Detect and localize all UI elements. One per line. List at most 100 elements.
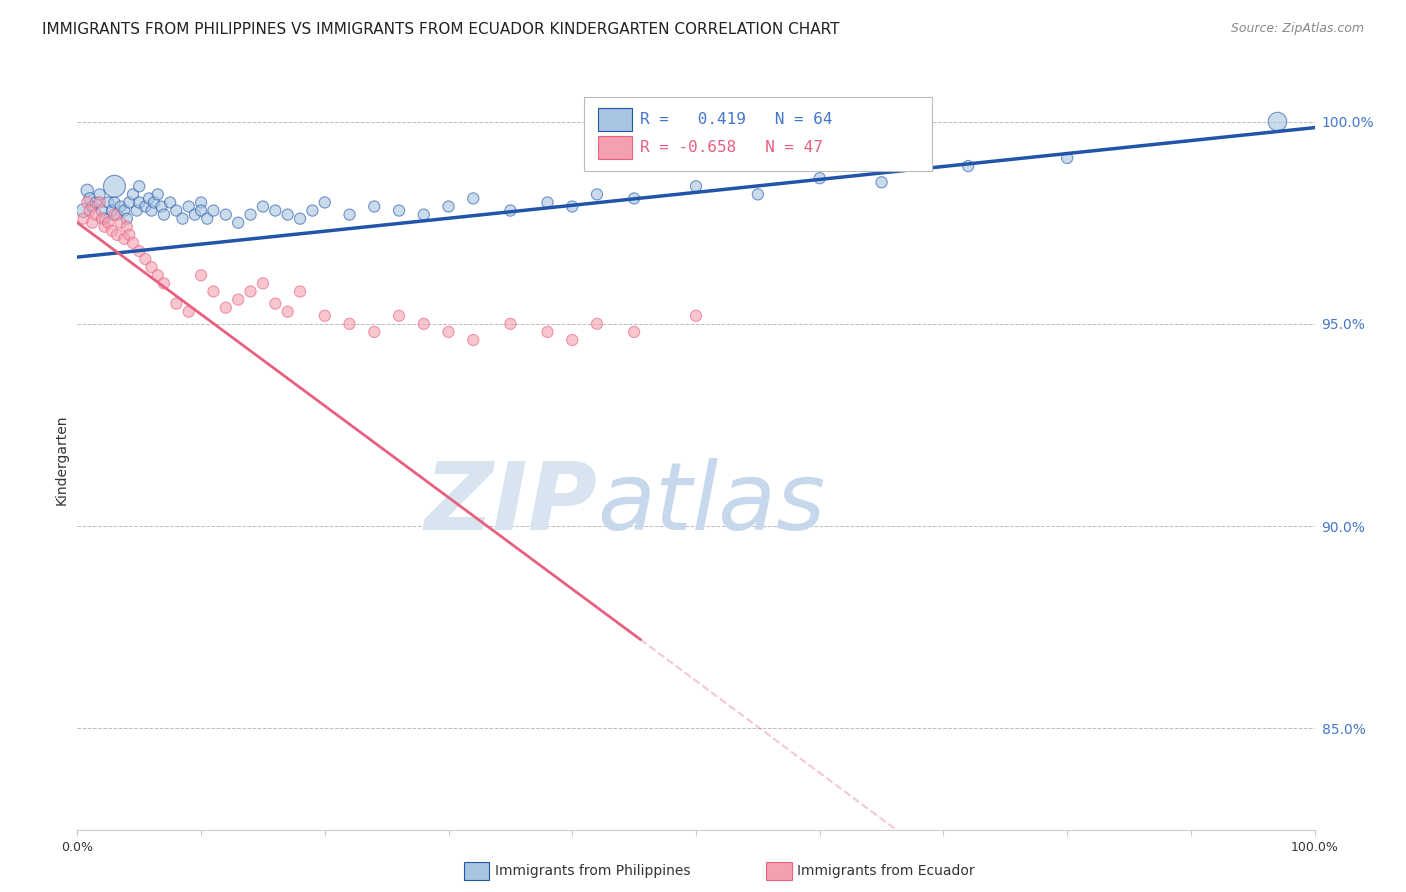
Point (112, 232, 135, 246)
Point (463, 191, 485, 205)
Point (122, 187, 145, 202)
Point (437, 325, 460, 339)
Point (536, 195, 558, 210)
Point (288, 285, 311, 299)
Point (103, 195, 125, 210)
Point (84, 195, 107, 210)
Point (153, 208, 176, 222)
Point (79, 191, 101, 205)
Point (153, 277, 176, 291)
Point (89, 187, 111, 202)
Text: R =   0.419   N = 64: R = 0.419 N = 64 (640, 112, 832, 127)
Point (89, 195, 111, 210)
Point (84, 208, 107, 222)
Point (747, 843, 769, 857)
Point (301, 203, 323, 218)
Point (339, 208, 361, 222)
Text: ZIP: ZIP (425, 458, 598, 549)
Point (76, 183, 98, 197)
Point (957, 159, 980, 173)
Point (685, 179, 707, 194)
Point (561, 200, 583, 214)
Text: atlas: atlas (598, 458, 825, 549)
Point (252, 200, 274, 214)
Point (215, 301, 238, 315)
Point (412, 208, 434, 222)
Point (226, 216, 249, 230)
Point (412, 317, 434, 331)
Point (314, 195, 336, 210)
Point (499, 317, 522, 331)
Point (103, 208, 125, 222)
Y-axis label: Kindergarten: Kindergarten (55, 414, 69, 505)
Text: Immigrants from Philippines: Immigrants from Philippines (495, 863, 690, 878)
Point (202, 203, 225, 218)
Point (586, 187, 609, 202)
Point (115, 211, 138, 226)
Point (128, 244, 150, 258)
Point (143, 195, 166, 210)
Point (72, 211, 94, 226)
Point (115, 219, 138, 234)
Point (159, 195, 181, 210)
Point (623, 325, 645, 339)
Point (239, 285, 262, 299)
Point (623, 191, 645, 205)
Point (172, 211, 194, 226)
Point (747, 187, 769, 202)
Point (437, 200, 460, 214)
Point (134, 200, 156, 214)
Point (685, 309, 707, 323)
Point (93, 211, 115, 226)
Point (93, 219, 115, 234)
Point (105, 227, 128, 242)
Point (264, 203, 287, 218)
Point (91, 211, 114, 226)
Point (101, 203, 124, 218)
Point (808, 171, 831, 186)
Point (388, 309, 411, 323)
Point (112, 203, 135, 218)
Point (190, 268, 212, 283)
Point (110, 216, 132, 230)
Point (870, 175, 893, 189)
Point (264, 296, 287, 310)
Point (101, 224, 124, 238)
Point (125, 203, 148, 218)
Point (195, 211, 218, 226)
Point (122, 235, 145, 250)
Point (138, 191, 160, 205)
Text: Source: ZipAtlas.com: Source: ZipAtlas.com (1230, 22, 1364, 36)
Point (103, 179, 125, 194)
Point (190, 195, 212, 210)
Point (202, 285, 225, 299)
Point (226, 293, 249, 307)
Point (128, 179, 150, 194)
Text: Immigrants from Ecuador: Immigrants from Ecuador (797, 863, 974, 878)
Point (363, 200, 385, 214)
Point (82, 216, 104, 230)
Point (76, 195, 98, 210)
Point (314, 309, 336, 323)
Point (110, 200, 132, 214)
Point (128, 195, 150, 210)
Point (388, 203, 411, 218)
Point (561, 333, 583, 347)
Point (363, 325, 385, 339)
Point (141, 260, 163, 275)
Point (146, 268, 169, 283)
Point (339, 317, 361, 331)
Point (277, 304, 299, 318)
Point (277, 208, 299, 222)
Point (586, 317, 609, 331)
Point (288, 211, 311, 226)
Point (79, 203, 101, 218)
Point (82, 200, 104, 214)
Point (165, 203, 187, 218)
Point (177, 200, 200, 214)
Point (536, 325, 558, 339)
Point (72, 203, 94, 218)
Point (97, 195, 120, 210)
Point (499, 203, 522, 218)
Point (252, 277, 274, 291)
